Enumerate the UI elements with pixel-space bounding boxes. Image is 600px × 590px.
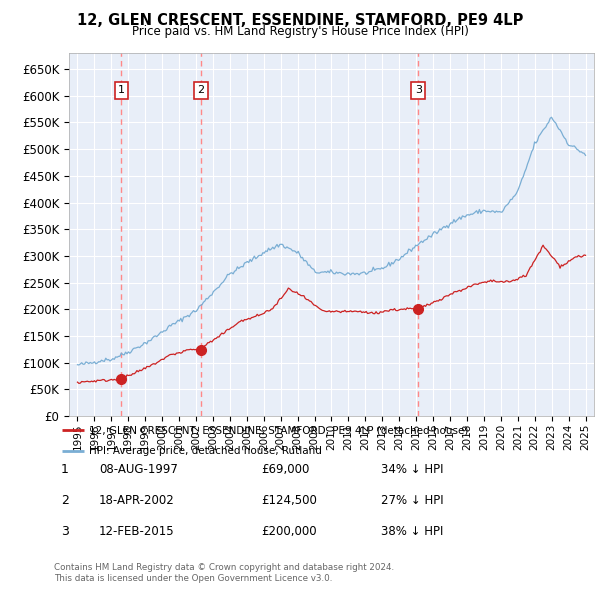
Text: 3: 3: [415, 86, 422, 96]
Text: HPI: Average price, detached house, Rutland: HPI: Average price, detached house, Rutl…: [89, 445, 322, 455]
Text: 38% ↓ HPI: 38% ↓ HPI: [381, 525, 443, 538]
Text: £124,500: £124,500: [261, 494, 317, 507]
Text: 27% ↓ HPI: 27% ↓ HPI: [381, 494, 443, 507]
Text: 1: 1: [61, 463, 69, 476]
Text: 12, GLEN CRESCENT, ESSENDINE, STAMFORD, PE9 4LP: 12, GLEN CRESCENT, ESSENDINE, STAMFORD, …: [77, 13, 523, 28]
Text: 34% ↓ HPI: 34% ↓ HPI: [381, 463, 443, 476]
Text: 12-FEB-2015: 12-FEB-2015: [99, 525, 175, 538]
Text: 1: 1: [118, 86, 125, 96]
Text: £200,000: £200,000: [261, 525, 317, 538]
Text: Contains HM Land Registry data © Crown copyright and database right 2024.: Contains HM Land Registry data © Crown c…: [54, 563, 394, 572]
Text: 2: 2: [197, 86, 205, 96]
Text: 18-APR-2002: 18-APR-2002: [99, 494, 175, 507]
Text: 2: 2: [61, 494, 69, 507]
Text: 12, GLEN CRESCENT, ESSENDINE, STAMFORD, PE9 4LP (detached house): 12, GLEN CRESCENT, ESSENDINE, STAMFORD, …: [89, 425, 468, 435]
Text: This data is licensed under the Open Government Licence v3.0.: This data is licensed under the Open Gov…: [54, 574, 332, 583]
Text: 08-AUG-1997: 08-AUG-1997: [99, 463, 178, 476]
Text: Price paid vs. HM Land Registry's House Price Index (HPI): Price paid vs. HM Land Registry's House …: [131, 25, 469, 38]
Text: £69,000: £69,000: [261, 463, 310, 476]
Text: 3: 3: [61, 525, 69, 538]
